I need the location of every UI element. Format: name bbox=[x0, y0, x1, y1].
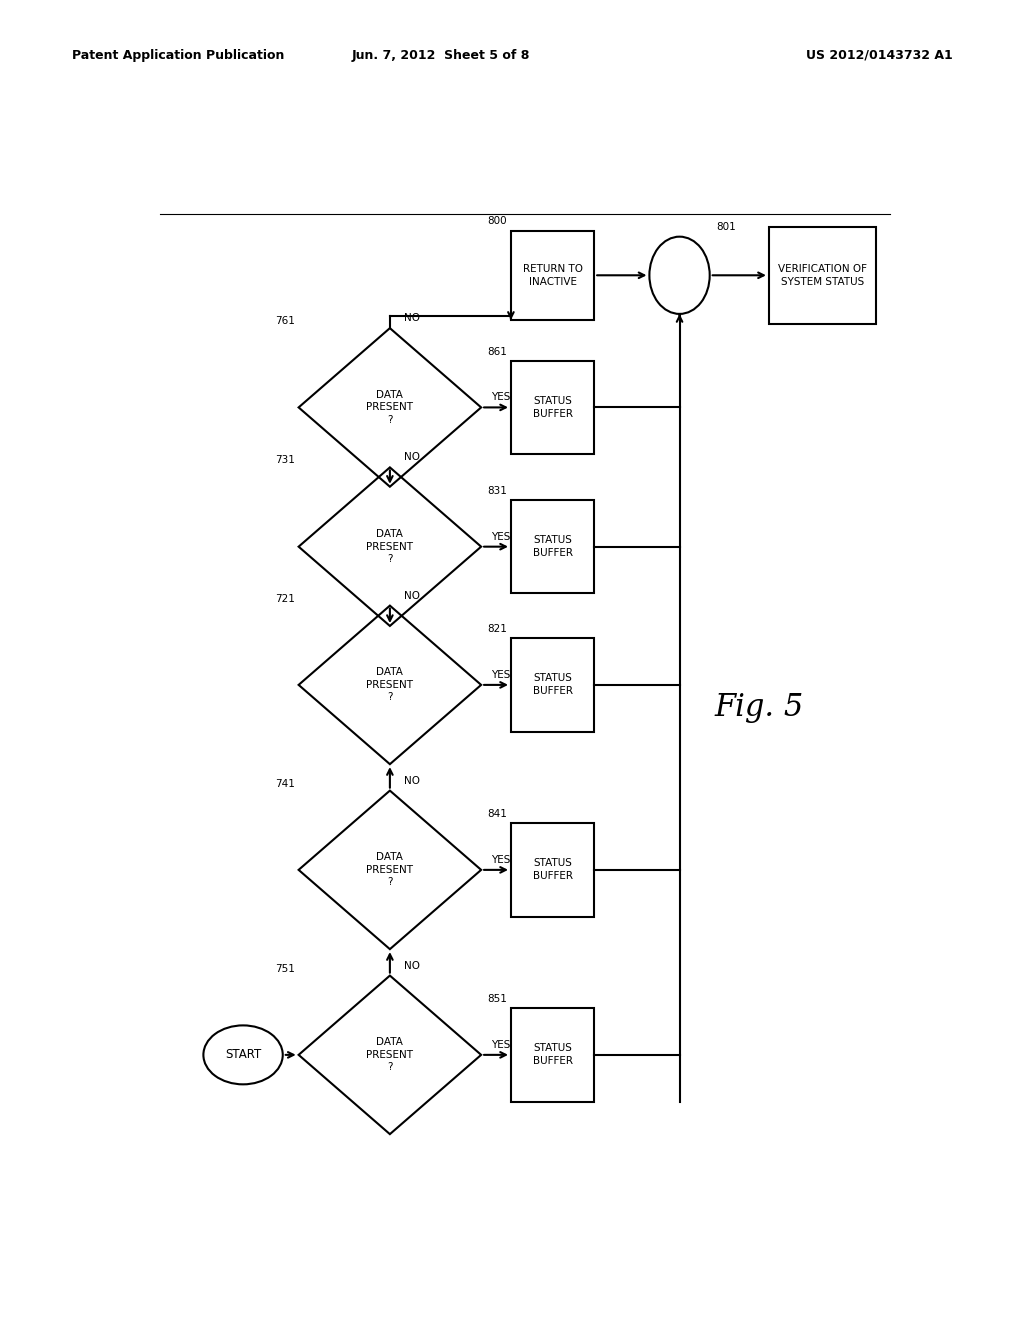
Text: YES: YES bbox=[490, 1040, 510, 1049]
Text: YES: YES bbox=[490, 669, 510, 680]
Text: RETURN TO
INACTIVE: RETURN TO INACTIVE bbox=[522, 264, 583, 286]
Text: STATUS
BUFFER: STATUS BUFFER bbox=[532, 535, 572, 558]
Text: DATA
PRESENT
?: DATA PRESENT ? bbox=[367, 1038, 414, 1072]
Text: 721: 721 bbox=[274, 594, 295, 603]
Text: Fig. 5: Fig. 5 bbox=[715, 692, 804, 723]
Text: START: START bbox=[225, 1048, 261, 1061]
Text: STATUS
BUFFER: STATUS BUFFER bbox=[532, 673, 572, 697]
Text: 841: 841 bbox=[487, 809, 507, 818]
Text: Patent Application Publication: Patent Application Publication bbox=[72, 49, 284, 62]
Text: 821: 821 bbox=[487, 624, 507, 634]
Text: US 2012/0143732 A1: US 2012/0143732 A1 bbox=[806, 49, 952, 62]
Text: NO: NO bbox=[404, 776, 420, 785]
Text: YES: YES bbox=[490, 392, 510, 403]
Text: 761: 761 bbox=[274, 315, 295, 326]
Text: 861: 861 bbox=[487, 347, 507, 356]
Text: 851: 851 bbox=[487, 994, 507, 1005]
Text: Jun. 7, 2012  Sheet 5 of 8: Jun. 7, 2012 Sheet 5 of 8 bbox=[351, 49, 529, 62]
Text: DATA
PRESENT
?: DATA PRESENT ? bbox=[367, 389, 414, 425]
Text: NO: NO bbox=[404, 961, 420, 970]
Text: 751: 751 bbox=[274, 964, 295, 974]
Text: 800: 800 bbox=[487, 216, 507, 227]
Text: NO: NO bbox=[404, 313, 420, 323]
Text: DATA
PRESENT
?: DATA PRESENT ? bbox=[367, 668, 414, 702]
Text: YES: YES bbox=[490, 532, 510, 541]
Text: STATUS
BUFFER: STATUS BUFFER bbox=[532, 1043, 572, 1067]
Text: 731: 731 bbox=[274, 455, 295, 466]
Text: NO: NO bbox=[404, 590, 420, 601]
Text: 741: 741 bbox=[274, 779, 295, 788]
Text: NO: NO bbox=[404, 453, 420, 462]
Text: YES: YES bbox=[490, 855, 510, 865]
Text: STATUS
BUFFER: STATUS BUFFER bbox=[532, 396, 572, 418]
Text: VERIFICATION OF
SYSTEM STATUS: VERIFICATION OF SYSTEM STATUS bbox=[778, 264, 867, 286]
Text: DATA
PRESENT
?: DATA PRESENT ? bbox=[367, 853, 414, 887]
Text: 831: 831 bbox=[487, 486, 507, 496]
Text: STATUS
BUFFER: STATUS BUFFER bbox=[532, 858, 572, 882]
Text: 801: 801 bbox=[716, 222, 736, 231]
Text: DATA
PRESENT
?: DATA PRESENT ? bbox=[367, 529, 414, 564]
